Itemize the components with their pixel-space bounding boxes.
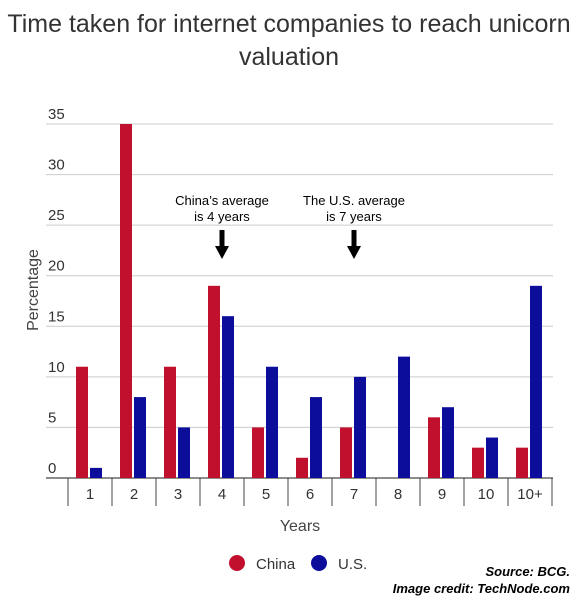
bar-us <box>222 316 234 478</box>
y-tick-label: 25 <box>48 207 65 224</box>
bar-china <box>76 366 88 478</box>
bar-china <box>252 427 264 478</box>
x-tick-label: 9 <box>438 486 446 503</box>
x-tick-label: 2 <box>130 486 138 503</box>
bar-china <box>428 417 440 478</box>
x-tick-label: 10+ <box>517 486 543 503</box>
source-note: Source: BCG. <box>485 564 570 579</box>
bar-china <box>472 447 484 478</box>
credits: Source: BCG. Image credit: TechNode.com <box>393 563 570 597</box>
x-tick-label: 3 <box>174 486 182 503</box>
x-tick-label: 6 <box>306 486 314 503</box>
legend-label: U.S. <box>338 556 367 573</box>
bar-us <box>310 397 322 478</box>
y-tick-label: 15 <box>48 308 65 325</box>
x-tick-label: 7 <box>350 486 358 503</box>
image-credit: Image credit: TechNode.com <box>392 581 570 596</box>
bar-china <box>120 124 132 478</box>
x-tick-label: 8 <box>394 486 402 503</box>
y-tick-label: 0 <box>48 460 56 477</box>
legend-swatch <box>229 555 245 571</box>
bar-china <box>208 285 220 478</box>
y-tick-label: 20 <box>48 258 65 275</box>
y-tick-label: 35 <box>48 106 65 123</box>
bar-us <box>90 467 102 478</box>
bar-us <box>354 376 366 478</box>
arrow-shaft <box>219 230 225 248</box>
bar-china <box>516 447 528 478</box>
annotation-text: China’s average <box>175 193 269 208</box>
y-axis-label: Percentage <box>25 249 42 331</box>
y-tick-label: 5 <box>48 409 56 426</box>
bar-china <box>340 427 352 478</box>
bar-china <box>296 457 308 478</box>
bar-us <box>178 427 190 478</box>
x-axis-label: Years <box>280 518 320 535</box>
legend-label: China <box>256 556 296 573</box>
bar-us <box>266 366 278 478</box>
bar-us <box>530 285 542 478</box>
annotation-text: The U.S. average <box>303 193 405 208</box>
y-tick-label: 10 <box>48 359 65 376</box>
gridlines: 0 5 10 15 20 25 30 35 <box>46 106 553 479</box>
bars <box>76 124 542 478</box>
annotation-text: is 7 years <box>326 209 382 224</box>
x-tick-label: 10 <box>478 486 495 503</box>
bar-us <box>134 397 146 478</box>
x-tick-label: 1 <box>86 486 94 503</box>
y-tick-label: 30 <box>48 157 65 174</box>
x-axis: 1 2 3 4 5 6 7 8 9 10 10+ <box>67 478 553 506</box>
legend: China U.S. <box>229 555 367 573</box>
bar-china <box>164 366 176 478</box>
arrow-shaft <box>351 230 357 248</box>
bar-us <box>486 437 498 478</box>
x-tick-label: 4 <box>218 486 226 503</box>
x-tick-label: 5 <box>262 486 270 503</box>
chart-title: Time taken for internet companies to rea… <box>7 10 571 71</box>
legend-swatch <box>311 555 327 571</box>
bar-us <box>398 356 410 478</box>
arrow-head <box>215 246 229 259</box>
arrow-head <box>347 246 361 259</box>
bar-us <box>442 407 454 478</box>
annotation-text: is 4 years <box>194 209 250 224</box>
